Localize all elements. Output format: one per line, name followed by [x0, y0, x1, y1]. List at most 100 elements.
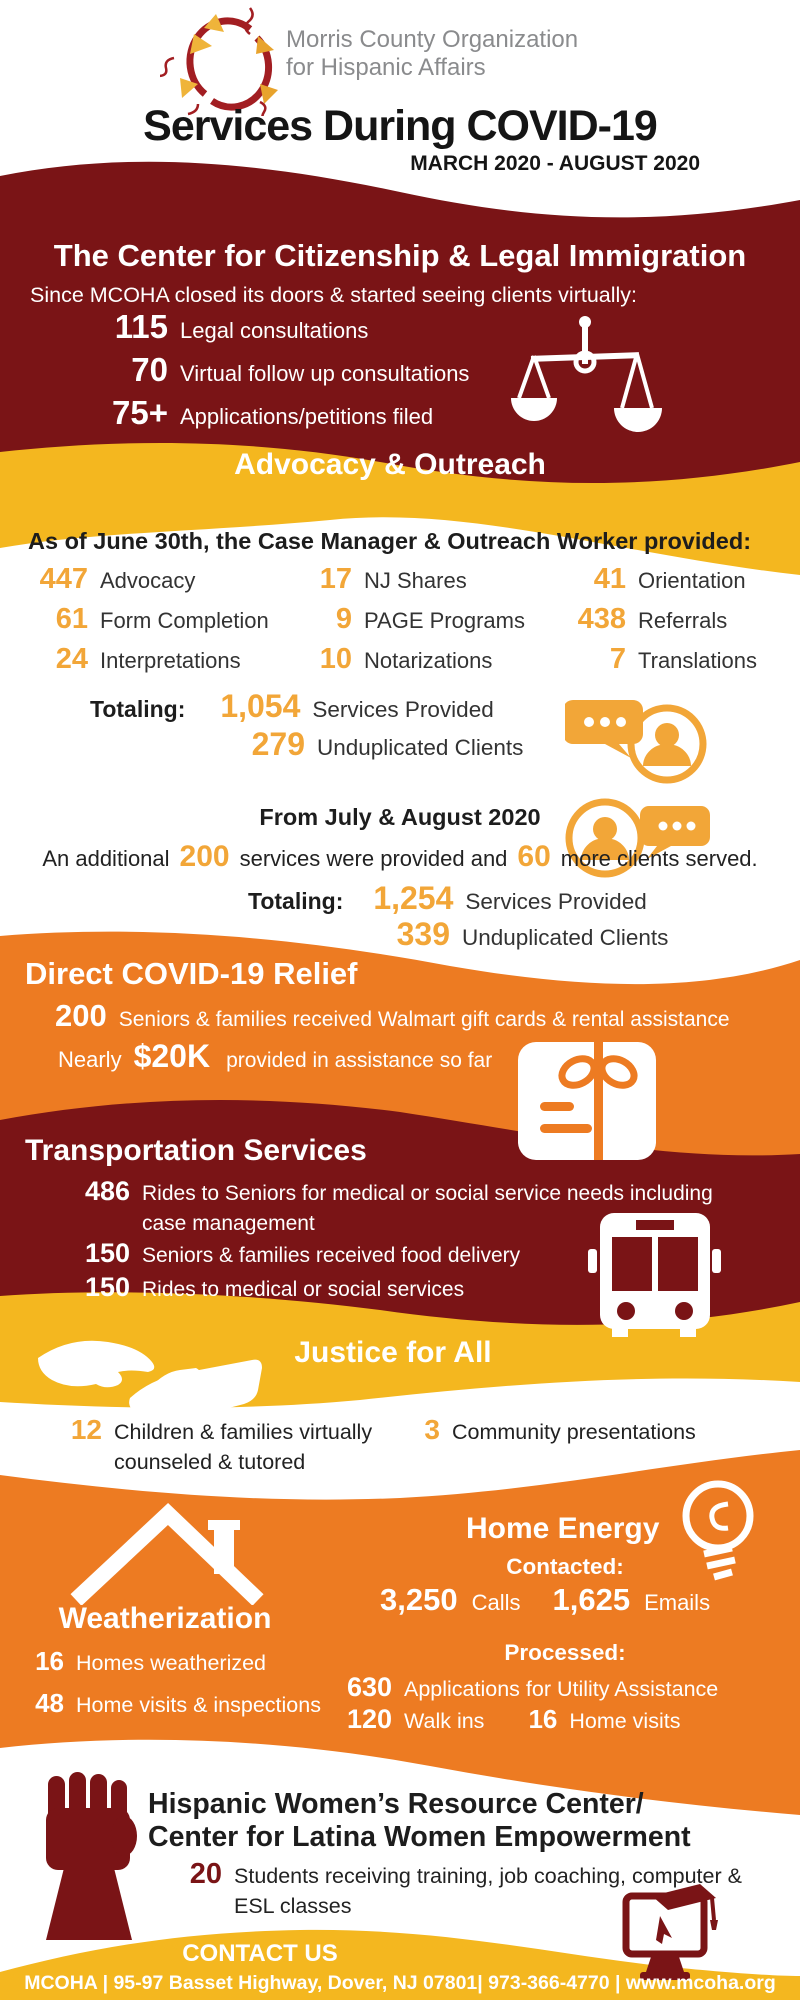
- stat-label-line2: ESL classes: [234, 1894, 352, 1918]
- stat-label: Community presentations: [452, 1420, 696, 1444]
- stat-label: Translations: [638, 648, 758, 673]
- stat-label: Interpretations: [100, 648, 241, 673]
- justice-stat-row: 12 Children & families virtually counsel…: [50, 1414, 372, 1477]
- raised-fist-icon: [46, 1772, 137, 1940]
- weatherization-stat-row: 48 Home visits & inspections: [22, 1688, 321, 1719]
- stat-label: Children & families virtually counseled …: [114, 1417, 372, 1477]
- advocacy-grid-cell: 438 Referrals: [546, 603, 728, 636]
- stat-label: Applications/petitions filed: [180, 404, 434, 429]
- advocacy-band-wave: [0, 428, 800, 575]
- stat-label: Notarizations: [364, 648, 493, 673]
- totals-june-clients: 279 Unduplicated Clients: [190, 726, 524, 763]
- stat-label-line2: counseled & tutored: [114, 1450, 306, 1474]
- stat-value: 17: [319, 563, 352, 595]
- additional-post: more clients served.: [560, 846, 758, 871]
- stat-value: 150: [84, 1238, 130, 1268]
- footer-contact-line: MCOHA | 95-97 Basset Highway, Dover, NJ …: [24, 1972, 776, 1994]
- transportation-stat-row: 486 Rides to Seniors for medical or soci…: [60, 1176, 713, 1239]
- stat-label: Form Completion: [100, 608, 269, 633]
- advocacy-band-title: Advocacy & Outreach: [234, 448, 546, 481]
- stat-label: Services Provided: [312, 697, 494, 722]
- bus-icon: [588, 1213, 721, 1337]
- stat-value: 24: [55, 643, 88, 675]
- stat-label: Rides to Seniors for medical or social s…: [142, 1179, 713, 1239]
- contact-us-heading: CONTACT US: [182, 1940, 338, 1967]
- stat-value: 16: [35, 1646, 64, 1676]
- stat-label: Orientation: [638, 568, 746, 593]
- sun-logo-icon: [160, 7, 278, 116]
- stat-label: Unduplicated Clients: [462, 925, 669, 950]
- stat-value: 61: [55, 603, 88, 635]
- stat-value: 438: [577, 603, 626, 635]
- stat-label: Referrals: [638, 608, 728, 633]
- advocacy-grid-cell: 24 Interpretations: [8, 643, 241, 676]
- additional-services-value: 200: [179, 840, 230, 873]
- stat-label: Seniors & families received food deliver…: [142, 1244, 521, 1267]
- chat-people-icon: [565, 700, 710, 878]
- stat-label: Advocacy: [100, 568, 196, 593]
- processed-apps-row: 630 Applications for Utility Assistance: [330, 1672, 718, 1703]
- transportation-stat-row: 150 Seniors & families received food del…: [60, 1238, 520, 1269]
- contacted-label: Contacted:: [506, 1554, 624, 1579]
- stat-value: 200: [55, 998, 107, 1033]
- hwrc-heading-line2: Center for Latina Women Empowerment: [148, 1821, 691, 1853]
- advocacy-grid-cell: 10 Notarizations: [272, 643, 493, 676]
- legal-section-wave: [0, 161, 800, 484]
- advocacy-grid-cell: 447 Advocacy: [8, 563, 196, 596]
- advocacy-grid-cell: 41 Orientation: [546, 563, 746, 596]
- stat-label-line1: Children & families virtually: [114, 1420, 373, 1444]
- emails-label: Emails: [644, 1590, 711, 1615]
- stat-label: Unduplicated Clients: [317, 735, 524, 760]
- stat-value: 48: [35, 1688, 64, 1718]
- hwrc-heading: Hispanic Women’s Resource Center/ Center…: [148, 1788, 691, 1854]
- stat-value: 20: [189, 1858, 222, 1890]
- processed-walkins-row: 120 Walk ins 16 Home visits: [330, 1704, 681, 1735]
- calls-value: 3,250: [380, 1582, 458, 1617]
- stat-value: 41: [593, 563, 626, 595]
- relief-stat-row: 200 Seniors & families received Walmart …: [55, 998, 730, 1034]
- scales-of-justice-icon: [511, 316, 662, 432]
- stat-value: 279: [251, 726, 305, 762]
- advocacy-grid-cell: 9 PAGE Programs: [272, 603, 525, 636]
- transportation-heading: Transportation Services: [25, 1134, 367, 1167]
- legal-stat-row: 75+ Applications/petitions filed: [58, 394, 433, 432]
- lightbulb-icon: [682, 1480, 754, 1581]
- july-august-heading: From July & August 2020: [259, 804, 541, 830]
- walkins-label: Walk ins: [404, 1709, 485, 1733]
- contacted-stats-row: 3,250 Calls 1,625 Emails: [380, 1582, 710, 1618]
- stat-label: NJ Shares: [364, 568, 467, 593]
- totals-june-services: Totaling: 1,054 Services Provided: [90, 688, 494, 725]
- stat-label: Students receiving training, job coachin…: [234, 1861, 742, 1921]
- calls-label: Calls: [471, 1590, 521, 1615]
- stat-value: 1,054: [220, 688, 301, 724]
- additional-clients-value: 60: [517, 840, 551, 873]
- visits-label: Home visits: [569, 1709, 681, 1733]
- hwrc-heading-line1: Hispanic Women’s Resource Center/: [148, 1788, 644, 1820]
- stat-label: Homes weatherized: [76, 1651, 267, 1675]
- stat-label: PAGE Programs: [364, 608, 525, 633]
- roof-icon: [70, 1502, 264, 1605]
- processed-label: Processed:: [504, 1640, 626, 1665]
- legal-stat-row: 70 Virtual follow up consultations: [58, 351, 469, 389]
- transportation-stat-row: 150 Rides to medical or social services: [60, 1272, 464, 1303]
- page-title: Services During COVID-19: [143, 102, 658, 150]
- gift-card-icon: [518, 1042, 656, 1160]
- stat-value: 75+: [112, 394, 168, 431]
- advocacy-grid-cell: 7 Translations: [546, 643, 757, 676]
- july-august-line: An additional 200 services were provided…: [0, 840, 800, 874]
- hwrc-stat-row: 20 Students receiving training, job coac…: [178, 1858, 742, 1921]
- additional-pre: An additional: [42, 846, 170, 871]
- giving-hands-icon: [38, 1340, 262, 1422]
- apps-label: Applications for Utility Assistance: [404, 1677, 719, 1701]
- totaling-label: Totaling:: [90, 696, 186, 722]
- walkins-value: 120: [346, 1704, 392, 1734]
- stat-label: Virtual follow up consultations: [180, 361, 470, 386]
- stat-value: 115: [114, 308, 168, 345]
- justice-band-title: Justice for All: [294, 1336, 492, 1369]
- stat-label: Rides to medical or social services: [142, 1278, 465, 1301]
- stat-label-line1: Rides to Seniors for medical or social s…: [142, 1182, 713, 1205]
- org-name-line2: for Hispanic Affairs: [286, 54, 486, 81]
- org-name: Morris County Organization for Hispanic …: [286, 26, 578, 82]
- home-energy-heading: Home Energy: [466, 1512, 660, 1545]
